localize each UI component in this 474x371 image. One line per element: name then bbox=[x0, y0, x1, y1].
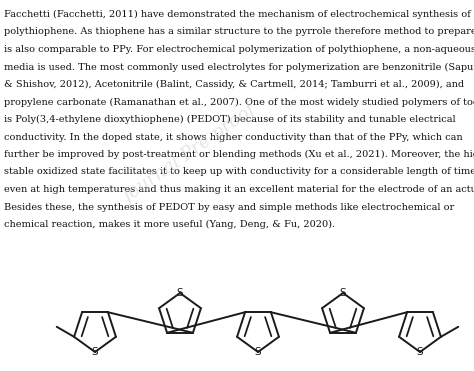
Text: polythiophene. As thiophene has a similar structure to the pyrrole therefore met: polythiophene. As thiophene has a simila… bbox=[4, 27, 474, 36]
Text: is also comparable to PPy. For electrochemical polymerization of polythiophene, : is also comparable to PPy. For electroch… bbox=[4, 45, 474, 54]
Text: media is used. The most commonly used electrolytes for polymerization are benzon: media is used. The most commonly used el… bbox=[4, 62, 474, 72]
Text: further be improved by post-treatment or blending methods (Xu et al., 2021). Mor: further be improved by post-treatment or… bbox=[4, 150, 474, 159]
Text: & Shishov, 2012), Acetonitrile (Balint, Cassidy, & Cartmell, 2014; Tamburri et a: & Shishov, 2012), Acetonitrile (Balint, … bbox=[4, 80, 464, 89]
Text: propylene carbonate (Ramanathan et al., 2007). One of the most widely studied po: propylene carbonate (Ramanathan et al., … bbox=[4, 98, 474, 106]
Text: even at high temperatures and thus making it an excellent material for the elect: even at high temperatures and thus makin… bbox=[4, 185, 474, 194]
Text: S: S bbox=[91, 347, 98, 357]
Text: Besides these, the synthesis of PEDOT by easy and simple methods like electroche: Besides these, the synthesis of PEDOT by… bbox=[4, 203, 454, 211]
Text: S: S bbox=[340, 288, 346, 298]
Text: S: S bbox=[255, 347, 261, 357]
Text: stable oxidized state facilitates it to keep up with conductivity for a consider: stable oxidized state facilitates it to … bbox=[4, 167, 474, 177]
Text: S: S bbox=[177, 288, 183, 298]
Text: conductivity. In the doped state, it shows higher conductivity than that of the : conductivity. In the doped state, it sho… bbox=[4, 132, 463, 141]
Text: Facchetti (Facchetti, 2011) have demonstrated the mechanism of electrochemical s: Facchetti (Facchetti, 2011) have demonst… bbox=[4, 10, 471, 19]
Text: chemical reaction, makes it more useful (Yang, Deng, & Fu, 2020).: chemical reaction, makes it more useful … bbox=[4, 220, 335, 229]
Text: S: S bbox=[417, 347, 423, 357]
Text: is Poly(3,4-ethylene dioxythiophene) (PEDOT) because of its stability and tunabl: is Poly(3,4-ethylene dioxythiophene) (PE… bbox=[4, 115, 456, 124]
Text: Journal Pre-proof: Journal Pre-proof bbox=[120, 102, 260, 208]
